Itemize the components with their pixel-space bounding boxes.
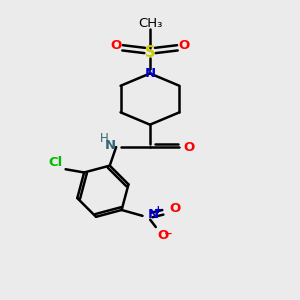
Text: +: + — [154, 205, 162, 215]
Text: H: H — [99, 132, 108, 145]
Text: CH₃: CH₃ — [138, 17, 162, 30]
Text: N: N — [105, 139, 116, 152]
Text: O: O — [178, 39, 190, 52]
Text: O: O — [169, 202, 180, 215]
Text: −: − — [164, 229, 172, 238]
Text: Cl: Cl — [48, 156, 62, 169]
Text: N: N — [144, 67, 156, 80]
Text: S: S — [145, 45, 155, 60]
Text: N: N — [148, 208, 159, 221]
Text: O: O — [110, 39, 122, 52]
Text: O: O — [157, 230, 169, 242]
Text: O: O — [184, 141, 195, 154]
